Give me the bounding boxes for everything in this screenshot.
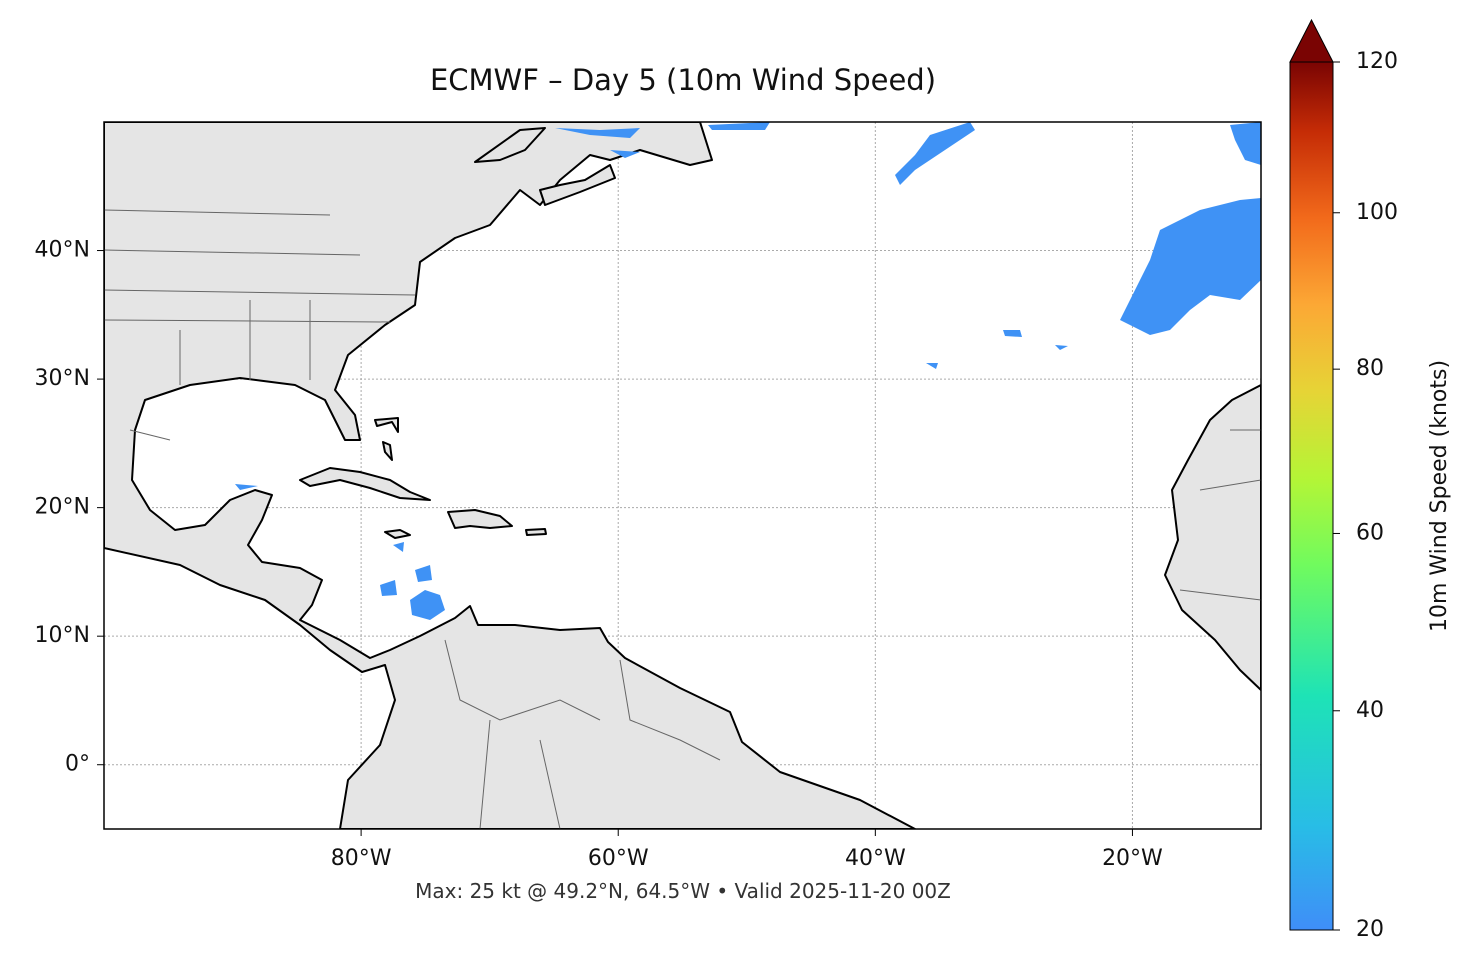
jamaica: [384, 529, 411, 539]
colorbar-extend: [1289, 18, 1334, 63]
colorbar-tick-label: 100: [1356, 200, 1398, 225]
y-tick-label: 10°N: [35, 623, 90, 648]
cuba: [299, 467, 431, 501]
puerto-rico: [525, 528, 547, 536]
colorbar-tick-label: 80: [1356, 356, 1384, 381]
borders: [104, 209, 1261, 829]
colorbar-tick-label: 40: [1356, 698, 1384, 723]
africa: [1164, 384, 1261, 691]
y-tick-label: 40°N: [35, 238, 90, 263]
colorbar-label: 10m Wind Speed (knots): [1427, 360, 1452, 632]
colorbar-tick-label: 120: [1356, 49, 1398, 74]
colorbar-tick-label: 20: [1356, 917, 1384, 942]
map-frame: [103, 121, 1262, 830]
nova-scotia: [474, 127, 616, 206]
y-tick-label: 0°: [65, 752, 90, 777]
x-tick-label: 20°W: [1102, 846, 1163, 871]
americas: [104, 122, 916, 829]
bahamas: [374, 417, 399, 461]
y-tick-label: 30°N: [35, 366, 90, 391]
wind-areas: [235, 122, 1261, 620]
x-tick-label: 60°W: [588, 846, 649, 871]
chart-title: ECMWF – Day 5 (10m Wind Speed): [430, 63, 936, 97]
footer-note: Max: 25 kt @ 49.2°N, 64.5°W • Valid 2025…: [415, 879, 951, 903]
colorbar: [1289, 61, 1334, 931]
hispaniola: [447, 509, 513, 529]
x-tick-label: 80°W: [331, 846, 392, 871]
map-layer: [104, 122, 1261, 829]
y-tick-label: 20°N: [35, 495, 90, 520]
x-tick-label: 40°W: [845, 846, 906, 871]
colorbar-tick-label: 60: [1356, 520, 1384, 545]
